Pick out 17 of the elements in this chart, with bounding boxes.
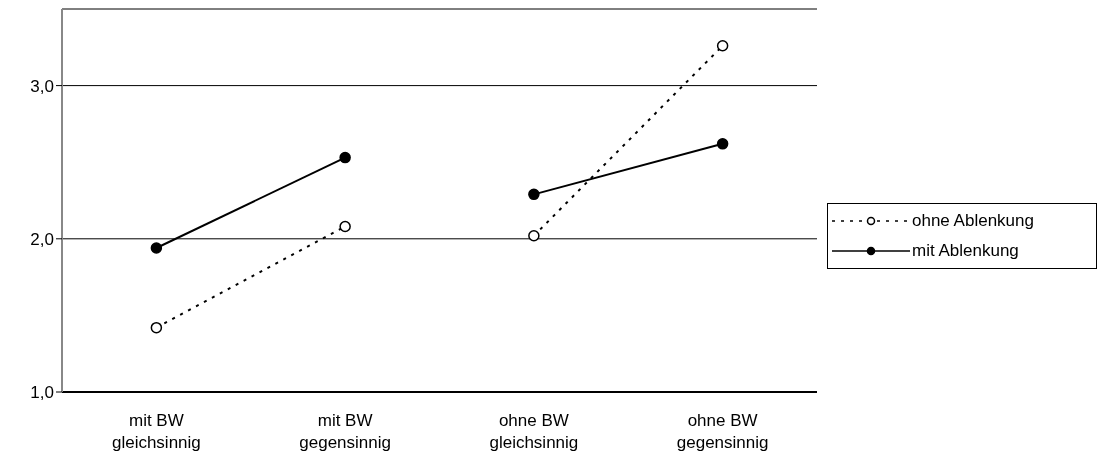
point [528,188,540,201]
point [716,40,729,52]
x-tick-label: ohne BW gleichsinnig [489,411,579,452]
point [528,229,540,242]
x-tick-label: mit BW gleichsinnig [111,411,201,452]
x-tick-label: mit BW gegensinnig [299,411,391,452]
legend-label: ohne Ablenkung [912,211,1034,231]
x-tick-label: ohne BW gegensinnig [676,411,769,452]
y-tick-label: 1,0 [30,383,54,403]
point [150,242,163,254]
y-tick-label: 3,0 [30,76,54,96]
point [339,220,351,233]
point [716,138,729,150]
point [150,321,163,334]
y-tick-label: 2,0 [30,229,54,249]
point [339,151,351,164]
legend-label: mit Ablenkung [912,241,1019,261]
